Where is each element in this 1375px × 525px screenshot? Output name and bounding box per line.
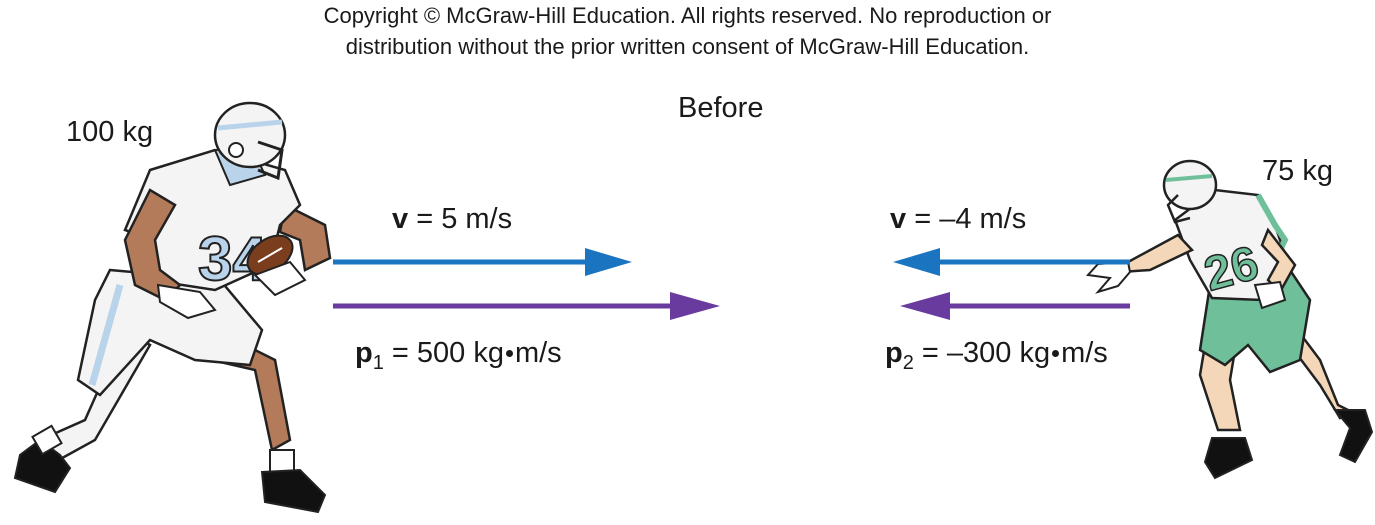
velocity-1-value: = 5 m/s	[408, 203, 513, 235]
momentum-2-label: p2 = –300 kg m/s	[885, 337, 1108, 373]
momentum-2-arrow	[900, 292, 1130, 320]
momentum-1-value: = 500 kg	[383, 337, 504, 369]
velocity-2-arrow	[893, 248, 1130, 276]
velocity-1-head	[585, 248, 632, 276]
velocity-2-symbol: v	[890, 203, 907, 235]
velocity-1-symbol: v	[392, 203, 409, 235]
velocity-1-arrow	[333, 248, 632, 276]
momentum-1-unit: m/s	[514, 337, 562, 369]
player-2-jersey-number: 26	[1199, 237, 1264, 302]
momentum-1-subscript: 1	[372, 352, 384, 374]
copyright-line-2: distribution without the prior written c…	[345, 34, 1030, 59]
velocity-1-label: v = 5 m/s	[392, 203, 512, 236]
momentum-1-arrow	[333, 292, 720, 320]
momentum-1-symbol: p	[355, 337, 373, 369]
momentum-2-unit: m/s	[1061, 337, 1108, 369]
velocity-2-label: v = –4 m/s	[890, 203, 1026, 236]
momentum-1-label: p1 = 500 kg m/s	[355, 337, 562, 373]
velocity-2-value: = –4 m/s	[906, 203, 1027, 235]
player-2-illustration: 26	[1085, 159, 1374, 480]
copyright-notice: Copyright © McGraw-Hill Education. All r…	[0, 0, 1375, 62]
player-2-mass: 75 kg	[1262, 155, 1333, 187]
multiplication-dot-icon	[1052, 350, 1060, 357]
copyright-line-1: Copyright © McGraw-Hill Education. All r…	[323, 3, 1052, 28]
velocity-2-head	[893, 248, 940, 276]
momentum-1-head	[670, 292, 720, 320]
momentum-2-subscript: 2	[902, 352, 914, 374]
multiplication-dot-icon	[505, 350, 513, 357]
player-1-mass: 100 kg	[66, 116, 154, 148]
momentum-2-symbol: p	[885, 337, 903, 369]
title-before: Before	[678, 92, 764, 124]
momentum-2-head	[900, 292, 950, 320]
momentum-2-value: = –300 kg	[913, 337, 1051, 369]
player-1-illustration: 34	[13, 101, 332, 514]
